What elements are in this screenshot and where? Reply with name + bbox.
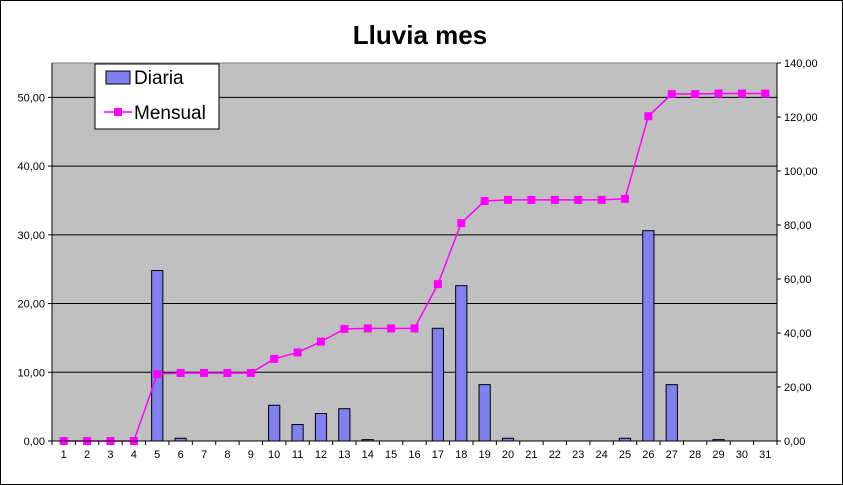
bar-diaria [642, 230, 655, 442]
x-tick-label: 23 [572, 449, 584, 461]
point-mensual [644, 112, 653, 121]
point-mensual [480, 196, 489, 205]
chart-title: Lluvia mes [353, 20, 487, 50]
point-mensual [363, 324, 372, 333]
right-tick-label: 100,00 [784, 166, 818, 178]
right-tick-label: 20,00 [784, 382, 812, 394]
point-mensual [504, 195, 513, 204]
legend: Diaria Mensual [94, 63, 220, 130]
left-tick-label: 20,00 [17, 299, 45, 311]
x-tick-label: 19 [479, 449, 491, 461]
x-tick-label: 17 [432, 449, 444, 461]
right-tick-label: 40,00 [784, 328, 812, 340]
point-mensual [176, 368, 185, 377]
point-mensual [270, 354, 279, 363]
x-tick-label: 25 [619, 449, 631, 461]
point-mensual [246, 368, 255, 377]
point-mensual [667, 90, 676, 99]
x-tick-label: 21 [525, 449, 537, 461]
x-tick-label: 15 [385, 449, 397, 461]
bar-diaria [431, 327, 445, 442]
x-tick-label: 5 [154, 449, 160, 461]
x-tick-label: 30 [736, 449, 748, 461]
point-mensual [457, 219, 466, 228]
bar-diaria [268, 404, 281, 442]
right-tick-label: 80,00 [784, 220, 812, 232]
legend-swatch-diaria [105, 70, 131, 85]
point-mensual [387, 324, 396, 333]
x-tick-label: 12 [315, 449, 327, 461]
point-mensual [737, 89, 746, 98]
x-tick-label: 14 [362, 449, 374, 461]
point-mensual [223, 368, 232, 377]
bars-diaria [151, 230, 725, 442]
point-mensual [316, 337, 325, 346]
x-tick-label: 29 [712, 449, 724, 461]
left-tick-label: 40,00 [17, 161, 45, 173]
bar-diaria [478, 384, 491, 442]
point-mensual [410, 324, 419, 333]
point-mensual [714, 89, 723, 98]
point-mensual [293, 348, 302, 357]
bar-diaria [291, 424, 304, 442]
x-tick-label: 16 [408, 449, 420, 461]
point-mensual [340, 324, 349, 333]
point-mensual [433, 280, 442, 289]
bar-diaria [665, 384, 678, 442]
point-mensual [761, 89, 770, 98]
point-mensual [691, 90, 700, 99]
left-tick-label: 0,00 [24, 436, 45, 448]
legend-label-mensual: Mensual [134, 103, 206, 124]
right-tick-label: 120,00 [784, 112, 818, 124]
x-tick-label: 18 [455, 449, 467, 461]
point-mensual [200, 368, 209, 377]
left-tick-label: 50,00 [17, 92, 45, 104]
point-mensual [527, 195, 536, 204]
x-tick-label: 11 [292, 449, 303, 461]
x-tick-label: 27 [666, 449, 678, 461]
point-mensual [550, 195, 559, 204]
left-tick-label: 30,00 [17, 230, 45, 242]
x-tick-label: 28 [689, 449, 701, 461]
x-tick-label: 22 [549, 449, 561, 461]
bar-diaria [338, 408, 351, 442]
point-mensual [574, 195, 583, 204]
x-tick-label: 2 [84, 449, 90, 461]
x-tick-label: 24 [595, 449, 607, 461]
legend-marker-mensual [114, 108, 122, 116]
x-tick-label: 8 [224, 449, 230, 461]
x-tick-label: 26 [642, 449, 654, 461]
axes: 0,00 10,00 20,00 30,00 40,00 50,00 0,00 20,00 40… [17, 58, 817, 461]
x-tick-label: 9 [248, 449, 254, 461]
right-tick-label: 140,00 [784, 58, 818, 70]
x-tick-label: 7 [201, 449, 207, 461]
point-mensual [597, 195, 606, 204]
x-tick-label: 6 [178, 449, 184, 461]
x-tick-label: 4 [131, 449, 137, 461]
legend-label-diaria: Diaria [134, 68, 184, 89]
x-tick-label: 20 [502, 449, 514, 461]
point-mensual [620, 194, 629, 203]
bar-diaria [151, 270, 164, 442]
x-tick-label: 3 [107, 449, 113, 461]
x-tick-label: 1 [61, 449, 67, 461]
x-tick-label: 13 [338, 449, 350, 461]
x-tick-label: 10 [268, 449, 280, 461]
right-tick-label: 0,00 [784, 436, 805, 448]
point-mensual [153, 370, 162, 379]
bar-diaria [455, 285, 468, 442]
x-tick-label: 31 [759, 449, 771, 461]
left-tick-label: 10,00 [17, 367, 45, 379]
right-tick-label: 60,00 [784, 274, 812, 286]
bar-diaria [314, 413, 328, 442]
